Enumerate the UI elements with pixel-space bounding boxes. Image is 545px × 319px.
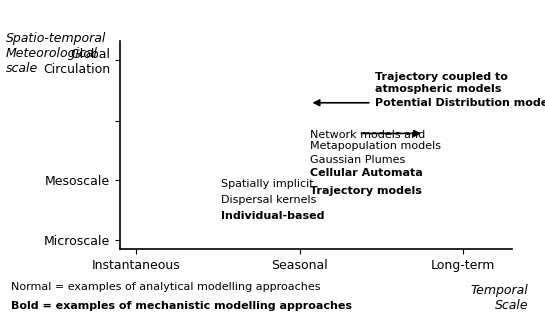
Text: Dispersal kernels: Dispersal kernels: [221, 195, 317, 205]
Text: Spatio-temporal
Meteorological
scale: Spatio-temporal Meteorological scale: [5, 32, 106, 75]
Text: Potential Distribution models: Potential Distribution models: [375, 98, 545, 108]
Text: Spatially implicit: Spatially implicit: [221, 179, 314, 189]
Text: Individual-based: Individual-based: [221, 211, 325, 221]
Text: Network models and
Metapopulation models: Network models and Metapopulation models: [310, 130, 440, 152]
Text: Temporal
Scale: Temporal Scale: [471, 284, 529, 312]
Text: Cellular Automata: Cellular Automata: [310, 168, 422, 178]
Text: Bold = examples of mechanistic modelling approaches: Bold = examples of mechanistic modelling…: [11, 301, 352, 311]
Text: Normal = examples of analytical modelling approaches: Normal = examples of analytical modellin…: [11, 282, 320, 292]
Text: Trajectory models: Trajectory models: [310, 186, 421, 196]
Text: Trajectory coupled to
atmospheric models: Trajectory coupled to atmospheric models: [375, 72, 508, 94]
Text: Gaussian Plumes: Gaussian Plumes: [310, 155, 405, 166]
